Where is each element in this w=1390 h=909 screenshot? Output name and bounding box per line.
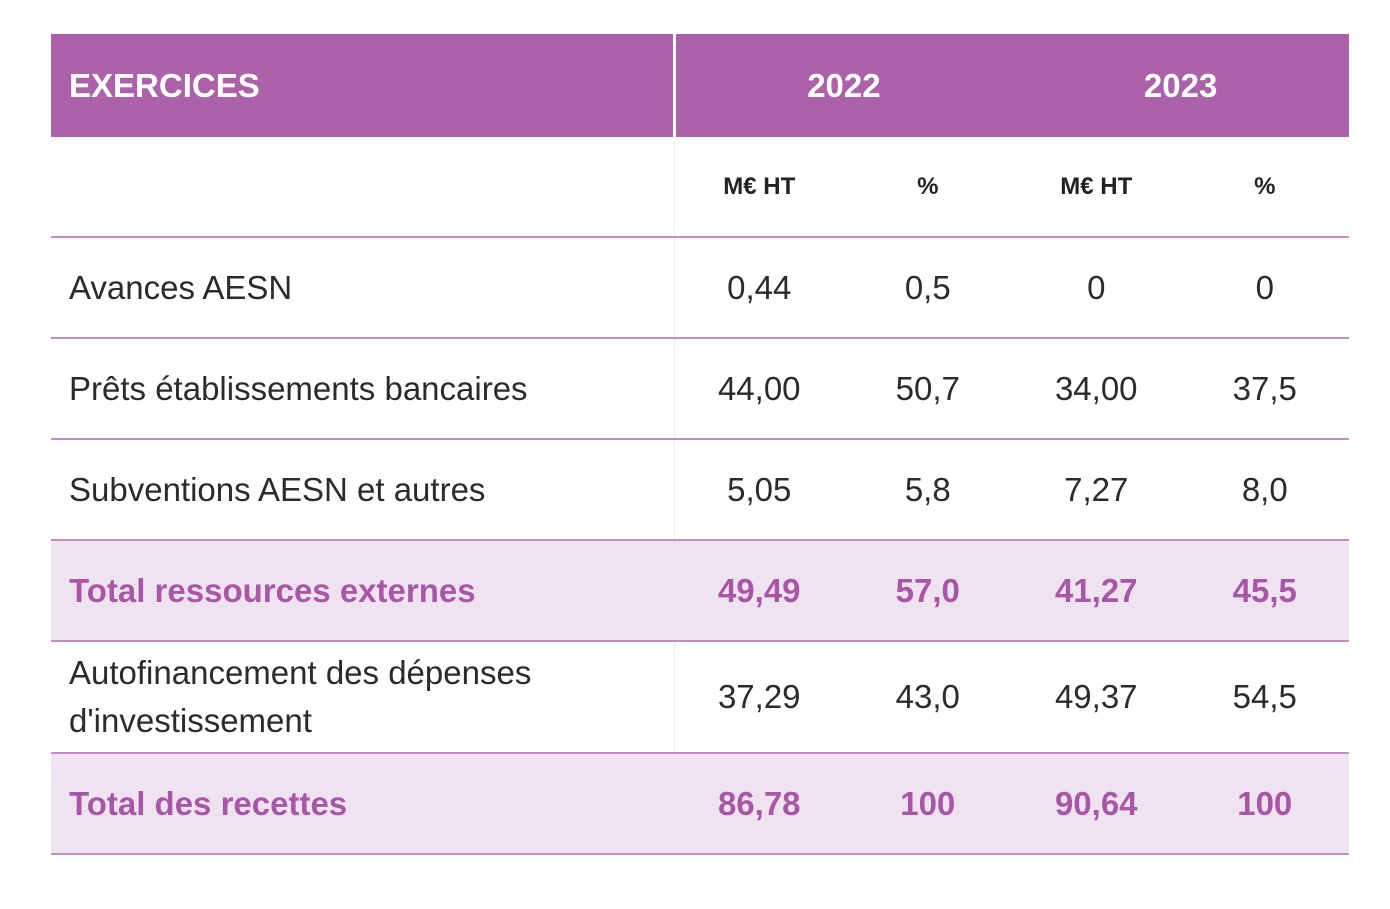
value-meur-2023: 41,27: [1054, 571, 1138, 609]
value-pct-2023: 100: [1237, 784, 1293, 822]
value-pct-2023: 8,0: [1241, 470, 1288, 508]
row-label: Total des recettes: [69, 784, 348, 822]
value-pct-2023: 54,5: [1232, 678, 1297, 715]
subheader-meur-2023: M€ HT: [1060, 172, 1133, 200]
header-year-2023: 2023: [1143, 66, 1218, 104]
table-header-row: EXERCICES 2022 2023: [51, 34, 1349, 137]
value-pct-2023: 37,5: [1232, 369, 1297, 407]
value-pct-2022: 100: [900, 784, 956, 822]
total-row-recettes: Total des recettes 86,78 100 90,64 100: [51, 754, 1349, 855]
row-label: Prêts établissements bancaires: [51, 339, 675, 438]
table-row: Subventions AESN et autres 5,05 5,8 7,27…: [51, 440, 1349, 541]
total-row-external-resources: Total ressources externes 49,49 57,0 41,…: [51, 541, 1349, 642]
row-label: Subventions AESN et autres: [51, 440, 675, 539]
value-pct-2023: 45,5: [1232, 571, 1297, 609]
table-row: Autofinancement des dépenses d'investiss…: [51, 642, 1349, 754]
value-meur-2022: 37,29: [717, 678, 801, 715]
subheader-pct-2022: %: [917, 172, 939, 200]
value-meur-2023: 34,00: [1054, 369, 1138, 407]
table-row: Prêts établissements bancaires 44,00 50,…: [51, 339, 1349, 440]
value-pct-2022: 0,5: [904, 268, 951, 306]
value-pct-2023: 0: [1255, 268, 1274, 306]
value-meur-2022: 5,05: [727, 470, 792, 508]
value-meur-2023: 0: [1087, 268, 1106, 306]
value-meur-2023: 90,64: [1054, 784, 1138, 822]
value-pct-2022: 5,8: [904, 470, 951, 508]
value-pct-2022: 43,0: [895, 678, 960, 715]
value-meur-2022: 86,78: [717, 784, 801, 822]
value-meur-2022: 0,44: [727, 268, 792, 306]
value-meur-2023: 7,27: [1064, 470, 1129, 508]
financing-table: EXERCICES 2022 2023 M€ HT % M€ HT % Avan…: [51, 34, 1349, 855]
value-meur-2023: 49,37: [1054, 678, 1138, 715]
header-year-2022: 2022: [807, 66, 881, 104]
subheader-empty: [51, 137, 675, 236]
table-subheader-row: M€ HT % M€ HT %: [51, 137, 1349, 238]
row-label: Total ressources externes: [69, 571, 476, 609]
table-row: Avances AESN 0,44 0,5 0 0: [51, 238, 1349, 339]
subheader-meur-2022: M€ HT: [723, 172, 796, 200]
subheader-pct-2023: %: [1254, 172, 1276, 200]
value-meur-2022: 44,00: [717, 369, 801, 407]
row-label: Autofinancement des dépenses d'investiss…: [51, 642, 675, 752]
row-label: Avances AESN: [51, 238, 675, 337]
value-pct-2022: 57,0: [895, 571, 960, 609]
value-pct-2022: 50,7: [895, 369, 960, 407]
header-exercices: EXERCICES: [51, 34, 676, 137]
value-meur-2022: 49,49: [717, 571, 801, 609]
